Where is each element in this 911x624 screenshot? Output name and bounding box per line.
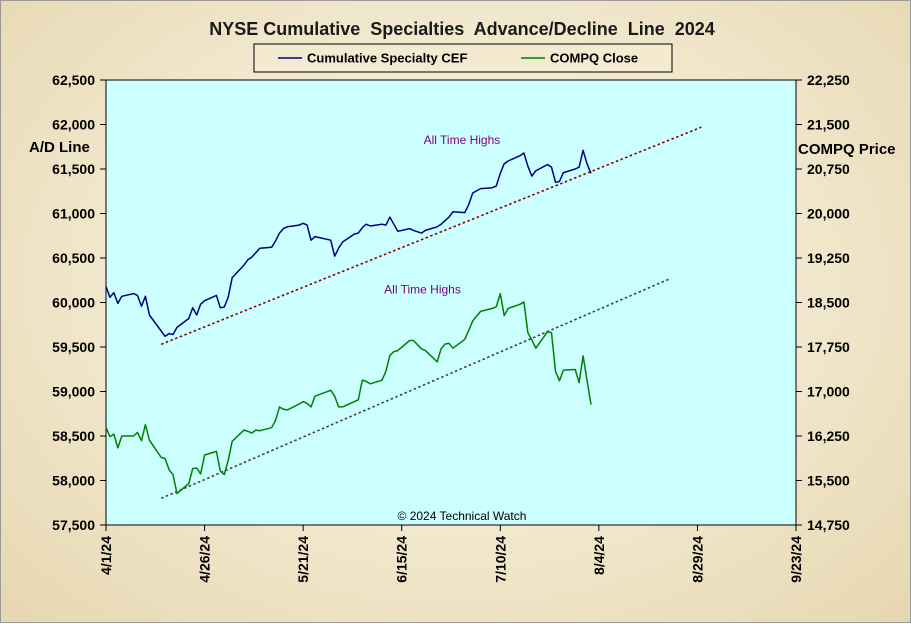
series-line-compq-close bbox=[105, 292, 592, 495]
y-left-tick-label: 58,000 bbox=[52, 473, 95, 489]
annotation-all-time-highs: All Time Highs bbox=[384, 283, 461, 297]
y-left-tick-label: 62,500 bbox=[52, 72, 95, 88]
y-left-tick-label: 58,500 bbox=[52, 428, 95, 444]
y-left-tick-label: 59,000 bbox=[52, 384, 95, 400]
legend: Cumulative Specialty CEF COMPQ Close bbox=[253, 43, 673, 73]
y-left-tick-label: 62,000 bbox=[52, 117, 95, 133]
y-right-tick-label: 16,250 bbox=[807, 428, 850, 444]
trendline-compq bbox=[160, 278, 671, 500]
y-left-tick-label: 60,500 bbox=[52, 250, 95, 266]
y-right-tick-label: 22,250 bbox=[807, 72, 850, 88]
x-tick-label: 4/1/24 bbox=[98, 536, 114, 575]
y-right-tick-label: 14,750 bbox=[807, 517, 850, 533]
legend-label-cef: Cumulative Specialty CEF bbox=[307, 51, 467, 66]
series-lines bbox=[105, 149, 592, 495]
y-right-tick-label: 17,750 bbox=[807, 339, 850, 355]
copyright-text: © 2024 Technical Watch bbox=[398, 509, 527, 523]
y-left-tick-label: 59,500 bbox=[52, 339, 95, 355]
y-axis-right-label: COMPQ Price bbox=[798, 141, 896, 158]
y-right-tick-label: 15,500 bbox=[807, 473, 850, 489]
x-tick-label: 8/29/24 bbox=[689, 536, 705, 583]
y-right-tick-label: 21,500 bbox=[807, 117, 850, 133]
axes: 57,500 58,000 58,500 59,000 59,500 60,000 60,5… bbox=[52, 72, 850, 583]
plot-area bbox=[105, 79, 797, 526]
x-tick-label: 9/23/24 bbox=[788, 536, 804, 583]
x-tick-label: 5/21/24 bbox=[295, 536, 311, 583]
y-right-tick-label: 18,500 bbox=[807, 295, 850, 311]
annotation-all-time-highs: All Time Highs bbox=[424, 133, 501, 147]
annotations: All Time Highs All Time Highs bbox=[384, 133, 500, 297]
y-left-tick-label: 60,000 bbox=[52, 295, 95, 311]
y-left-tick-label: 57,500 bbox=[52, 517, 95, 533]
series-line-cumulative-specialty-cef bbox=[105, 149, 592, 338]
x-tick-label: 4/26/24 bbox=[197, 536, 213, 583]
trendline-ad-line bbox=[160, 126, 702, 346]
legend-box bbox=[253, 43, 673, 73]
y-axis-left-label: A/D Line bbox=[29, 139, 90, 156]
x-tick-label: 6/15/24 bbox=[394, 536, 410, 583]
y-right-tick-label: 20,750 bbox=[807, 161, 850, 177]
x-tick-label: 8/4/24 bbox=[591, 536, 607, 575]
y-right-tick-label: 17,000 bbox=[807, 384, 850, 400]
chart-title: NYSE Cumulative Specialties Advance/Decl… bbox=[209, 19, 715, 39]
legend-label-compq: COMPQ Close bbox=[550, 51, 638, 66]
trendlines bbox=[160, 126, 702, 500]
y-left-tick-label: 61,000 bbox=[52, 206, 95, 222]
y-right-tick-label: 20,000 bbox=[807, 206, 850, 222]
y-left-tick-label: 61,500 bbox=[52, 161, 95, 177]
y-right-tick-label: 19,250 bbox=[807, 250, 850, 266]
x-tick-label: 7/10/24 bbox=[492, 536, 508, 583]
